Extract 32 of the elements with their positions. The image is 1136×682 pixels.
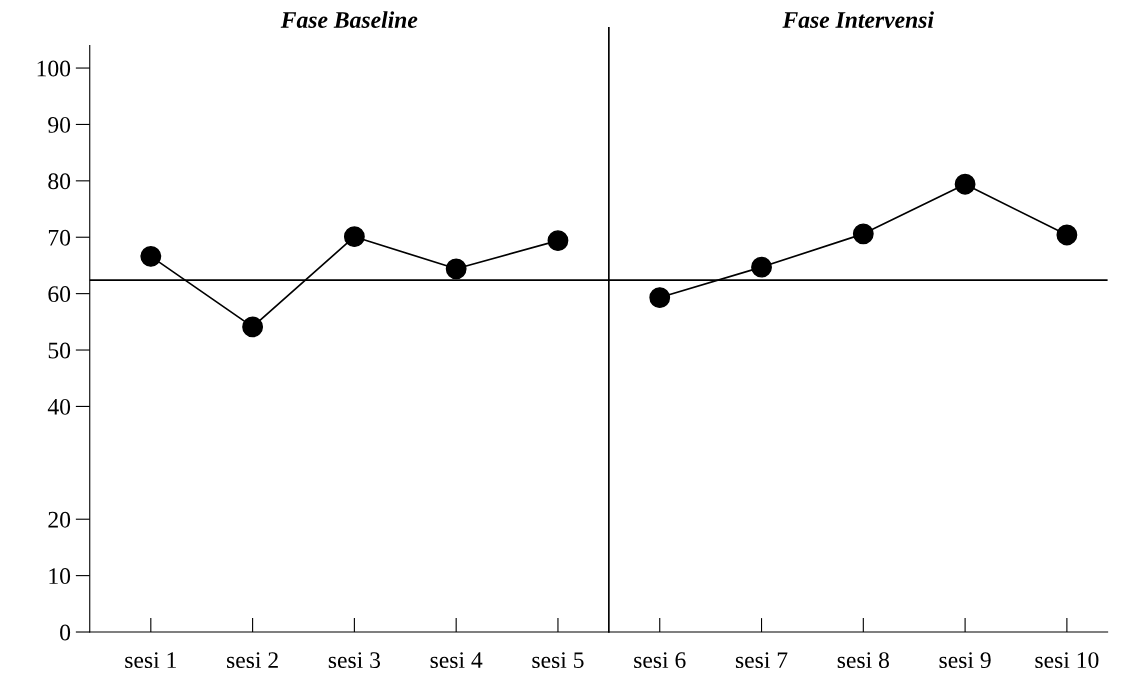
y-tick-label: 20 xyxy=(48,511,71,528)
y-tick-label: 70 xyxy=(48,229,71,246)
y-tick-label: 0 xyxy=(60,624,71,641)
y-tick-label: 10 xyxy=(49,568,71,585)
x-tick-label: sesi 2 xyxy=(227,652,278,669)
x-tick-label: sesi 7 xyxy=(735,652,788,669)
point xyxy=(242,316,264,338)
x-tick-label: sesi 3 xyxy=(328,652,381,669)
x-tick-label: sesi 8 xyxy=(837,652,889,669)
y-tick-label: 80 xyxy=(48,173,71,190)
y-tick-label: 100 xyxy=(37,60,71,77)
point xyxy=(343,226,365,248)
x-tick-label: sesi 10 xyxy=(1035,652,1099,669)
point xyxy=(649,287,671,308)
text: Fase Intervensi xyxy=(782,11,934,28)
point xyxy=(954,173,976,195)
point xyxy=(1056,224,1078,246)
x-tick-label: sesi 5 xyxy=(532,652,584,669)
point xyxy=(852,223,874,245)
x-tick-label: sesi 9 xyxy=(939,652,991,669)
point xyxy=(140,245,162,267)
y-tick-label: 50 xyxy=(48,342,71,359)
text: Fase Baseline xyxy=(280,11,418,28)
y-tick-label: 40 xyxy=(47,398,71,415)
point xyxy=(445,258,467,280)
x-tick-label: sesi 4 xyxy=(430,652,483,669)
x-tick-label: sesi 1 xyxy=(125,652,176,669)
point xyxy=(547,230,569,252)
point xyxy=(751,256,772,278)
y-tick-label: 60 xyxy=(48,286,71,303)
y-tick-label: 90 xyxy=(48,116,71,133)
x-tick-label: sesi 6 xyxy=(634,652,686,669)
